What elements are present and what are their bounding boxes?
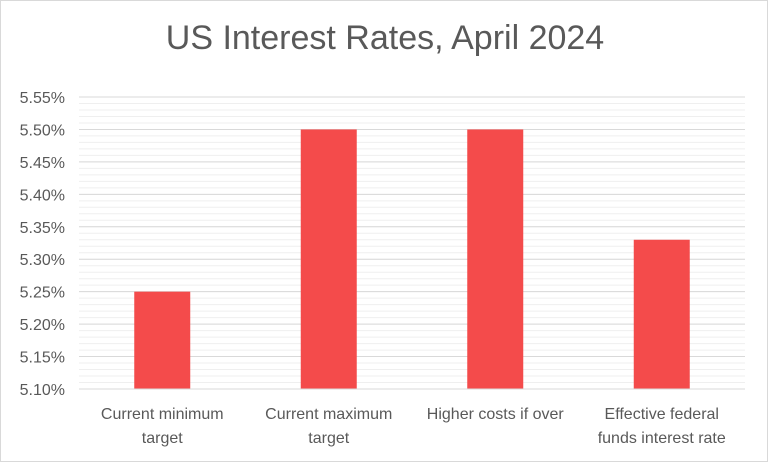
x-tick-label: target xyxy=(142,430,183,447)
x-tick-label: Higher costs if over xyxy=(427,406,565,423)
y-tick-label: 5.40% xyxy=(20,187,65,204)
y-tick-label: 5.50% xyxy=(20,122,65,139)
y-tick-label: 5.45% xyxy=(20,155,65,172)
y-tick-label: 5.10% xyxy=(20,382,65,399)
bar-1 xyxy=(134,291,191,389)
x-tick-label: Effective federal xyxy=(605,406,719,423)
x-tick-label: Current maximum xyxy=(265,406,392,423)
bar-4 xyxy=(633,239,690,389)
y-tick-label: 5.55% xyxy=(20,90,65,107)
x-tick-label: target xyxy=(308,430,349,447)
x-tick-label: Current minimum xyxy=(101,406,224,423)
y-tick-label: 5.30% xyxy=(20,252,65,269)
chart-title: US Interest Rates, April 2024 xyxy=(165,19,605,57)
bar-2 xyxy=(300,129,357,389)
bar-3 xyxy=(467,129,524,389)
y-tick-label: 5.35% xyxy=(20,220,65,237)
y-tick-label: 5.15% xyxy=(20,350,65,367)
y-tick-label: 5.25% xyxy=(20,285,65,302)
x-tick-label: funds interest rate xyxy=(598,430,726,447)
y-tick-label: 5.20% xyxy=(20,317,65,334)
